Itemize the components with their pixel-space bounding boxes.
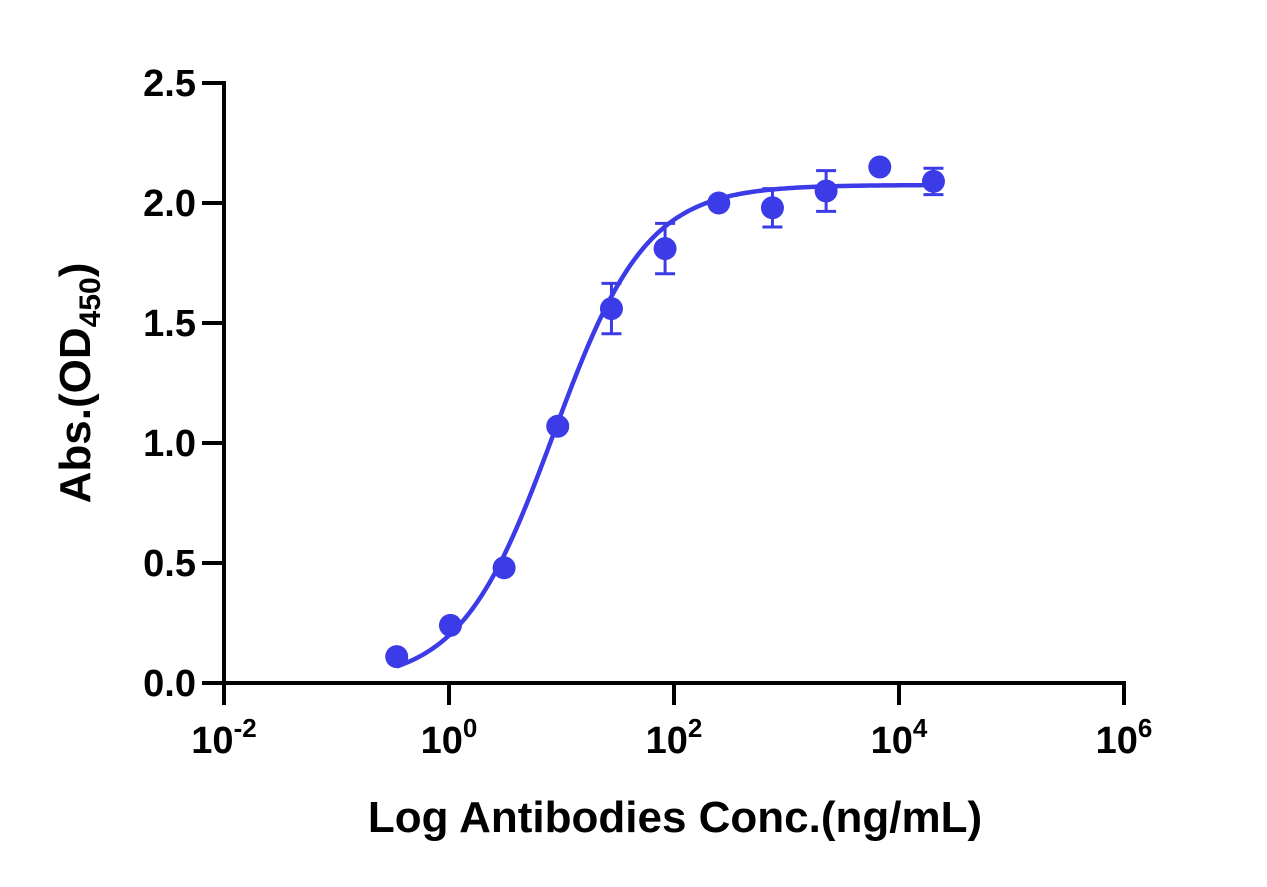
data-point [868, 155, 892, 179]
y-tick-label: 2.5 [143, 63, 196, 105]
x-tick-label: 10-2 [191, 713, 256, 762]
data-point [921, 169, 945, 193]
y-tick-label: 0.5 [143, 543, 196, 585]
x-tick-label: 104 [871, 713, 928, 762]
y-tick-label: 2.0 [143, 183, 196, 225]
plot-area [385, 155, 945, 669]
data-point [546, 414, 570, 438]
data-point [707, 191, 731, 215]
x-tick-label: 100 [421, 713, 478, 762]
data-point [653, 237, 677, 261]
y-axis-title-subscript: 450 [74, 277, 107, 327]
data-point [599, 297, 623, 321]
y-axis-title-close: ) [51, 263, 100, 278]
data-point [438, 613, 462, 637]
y-tick-label: 0.0 [143, 663, 196, 705]
y-tick-label: 1.5 [143, 303, 196, 345]
y-tick-label: 1.0 [143, 423, 196, 465]
x-tick-label: 106 [1096, 713, 1153, 762]
y-axis-title: Abs.(OD450) [51, 263, 107, 504]
x-axis-title: Log Antibodies Conc.(ng/mL) [368, 793, 982, 842]
data-point [492, 556, 516, 580]
data-point [814, 179, 838, 203]
data-point [385, 645, 409, 669]
x-tick-label: 102 [646, 713, 703, 762]
y-axis-title-main: Abs.(OD [51, 327, 100, 503]
y-axis: 0.0 0.5 1.0 1.5 2.0 2.5 [143, 63, 226, 705]
x-axis: 10-2 100 102 104 106 [191, 681, 1153, 762]
data-point [760, 196, 784, 220]
